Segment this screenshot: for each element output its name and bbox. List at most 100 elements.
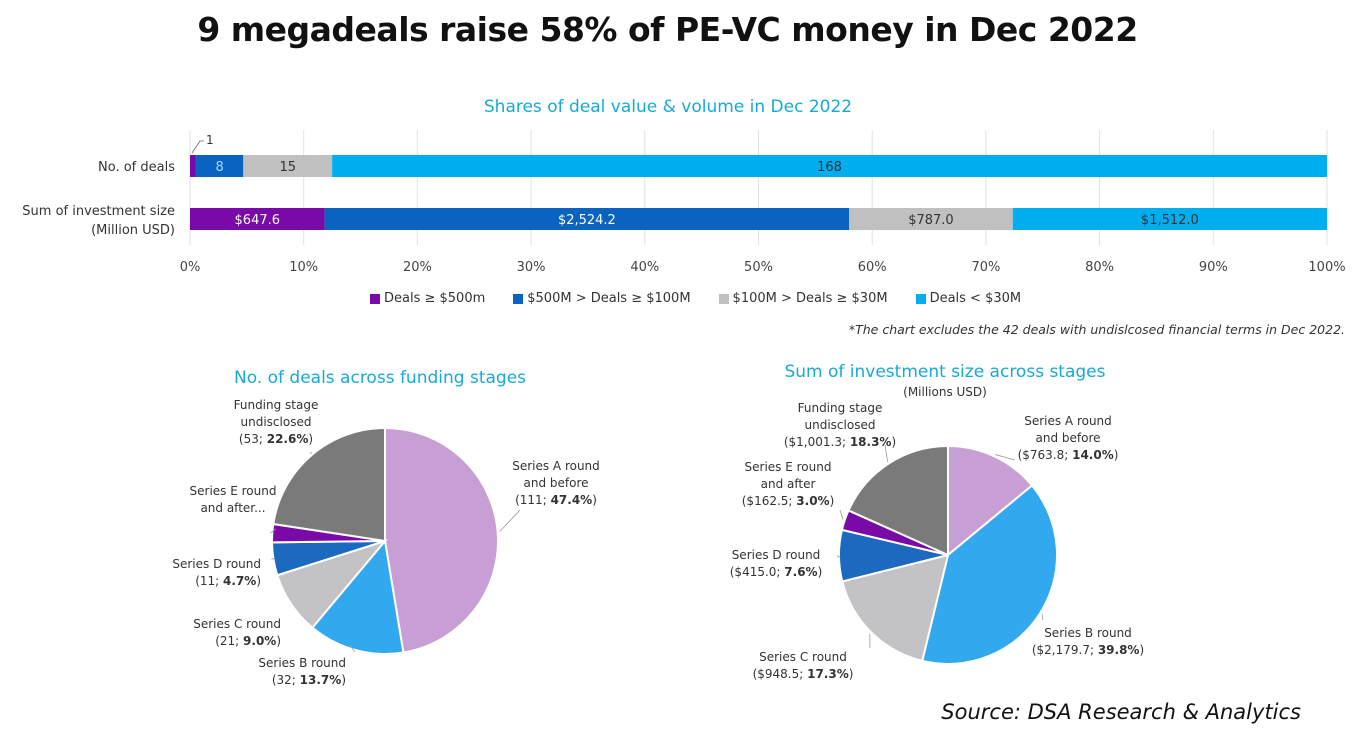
pie-label: Series B round [1044, 626, 1132, 640]
legend-swatch-small [915, 293, 926, 304]
bar-chart-legend: Deals ≥ $500m $500M > Deals ≥ $100M $100… [370, 291, 1021, 306]
pie-value-label: (111; 47.4%) [515, 493, 597, 507]
legend-item-mid: $100M > Deals ≥ $30M [718, 291, 888, 306]
pie-value: ($948.5; [753, 667, 808, 681]
pie-value: (21; [215, 634, 243, 648]
x-tick-label: 30% [517, 260, 546, 275]
pie-deals-title: No. of deals across funding stages [233, 368, 527, 388]
pie-label: Funding stage [798, 401, 883, 415]
pie-paren: ) [592, 493, 597, 507]
bar-segment-mega [190, 208, 325, 230]
pie-percent: 22.6% [267, 432, 309, 446]
pie-paren: ) [308, 432, 313, 446]
pie-value-label: ($763.8; 14.0%) [1018, 448, 1119, 462]
legend-swatch-large [513, 293, 524, 304]
legend-item-mega: Deals ≥ $500m [370, 291, 485, 306]
pie-paren: ) [256, 574, 261, 588]
pie-percent: 17.3% [807, 667, 849, 681]
x-tick-label: 90% [1199, 260, 1228, 275]
pie-value-label: (21; 9.0%) [215, 634, 281, 648]
pie-paren: ) [818, 565, 823, 579]
pie-label: Series D round [172, 557, 261, 571]
bar-data-label: $1,512.0 [1141, 213, 1199, 228]
pie-leader-line [271, 557, 276, 560]
page-title: 9 megadeals raise 58% of PE-VC money in … [197, 10, 1138, 49]
bar-data-label: 168 [817, 160, 842, 175]
pie-percent: 4.7% [223, 574, 256, 588]
bar-segment-mid [849, 208, 1013, 230]
pie-paren: ) [830, 494, 835, 508]
bar-data-label: 8 [215, 160, 223, 175]
x-tick-label: 0% [180, 260, 201, 275]
pie-value-label: ($415.0; 7.6%) [730, 565, 823, 579]
pie-percent: 18.3% [850, 435, 892, 449]
pie-label: Funding stage [234, 398, 319, 412]
pie-leader-line [839, 509, 844, 520]
pie-label: Series A round [1024, 414, 1112, 428]
pie-percent: 47.4% [551, 493, 593, 507]
pie-value-label: ($2,179.7; 39.8%) [1032, 643, 1144, 657]
pie-value: (11; [195, 574, 223, 588]
pie-value-label: ($948.5; 17.3%) [753, 667, 854, 681]
pie-label: Series E round [745, 460, 832, 474]
legend-swatch-mid [718, 293, 729, 304]
pie-label: Series C round [759, 650, 847, 664]
pie-value: ($2,179.7; [1032, 643, 1098, 657]
pie-percent: 9.0% [243, 634, 276, 648]
legend-label-small: Deals < $30M [929, 291, 1022, 306]
pie-percent: 7.6% [784, 565, 817, 579]
leader-line [191, 140, 204, 154]
pie-percent: 14.0% [1072, 448, 1114, 462]
pie-value-label: (32; 13.7%) [272, 673, 346, 687]
pie-slice-seriesA [947, 444, 1034, 558]
bar-segment-small [1012, 208, 1327, 230]
pie-slice-seriesC [841, 553, 950, 663]
category-label: (Million USD) [91, 223, 175, 238]
legend-label-large: $500M > Deals ≥ $100M [527, 291, 691, 306]
pie-label: and before [523, 476, 588, 490]
pie-label: and after [761, 477, 816, 491]
pie-value: (32; [272, 673, 300, 687]
legend-item-large: $500M > Deals ≥ $100M [513, 291, 691, 306]
stacked-bar-chart: 0% 10% 20% 30% 40% 50% 60% 70% 80% 90% 100% No. of … [22, 130, 1346, 275]
x-tick-label: 70% [971, 260, 1000, 275]
pie-value-label: (11; 4.7%) [195, 574, 261, 588]
pie-value: (53; [239, 432, 267, 446]
pie-slice-undisclosed [847, 444, 949, 557]
x-tick-label: 20% [403, 260, 432, 275]
bar-data-label: $2,524.2 [558, 213, 616, 228]
pie-leader-line [349, 644, 355, 653]
source-credit: Source: DSA Research & Analytics [941, 700, 1301, 724]
x-tick-label: 80% [1085, 260, 1114, 275]
pie-percent: 3.0% [796, 494, 829, 508]
x-tick-label: 40% [630, 260, 659, 275]
bar-data-label: $787.0 [908, 213, 954, 228]
bar-data-label: 1 [206, 133, 214, 147]
category-label: No. of deals [98, 160, 175, 175]
x-tick-label: 10% [289, 260, 318, 275]
pie-leader-line [499, 509, 521, 532]
bar-segment-large [195, 155, 244, 177]
bar-segment-large [324, 208, 850, 230]
pie-value-subtitle: (Millions USD) [903, 385, 987, 399]
pie-label: and before [1035, 431, 1100, 445]
legend-label-mid: $100M > Deals ≥ $30M [732, 291, 888, 306]
pie-leader-line [884, 444, 889, 462]
pie-label: undisclosed [241, 415, 312, 429]
pie-value-label: ($1,001.3; 18.3%) [784, 435, 896, 449]
pie-label: Series C round [193, 617, 281, 631]
pie-slice-undisclosed [272, 426, 386, 543]
pie-value-label: (53; 22.6%) [239, 432, 313, 446]
pie-leader-line [270, 528, 277, 534]
pie-paren: ) [891, 435, 896, 449]
pie-paren: ) [276, 634, 281, 648]
pie-label: Series A round [512, 459, 600, 473]
legend-item-small: Deals < $30M [915, 291, 1022, 306]
pie-label: and after... [200, 501, 265, 515]
pie-leader-line [309, 451, 313, 455]
bar-segment-mega [190, 155, 196, 177]
bar-segment-small [332, 155, 1327, 177]
pie-leader-line [995, 454, 1016, 461]
x-tick-label: 60% [858, 260, 887, 275]
